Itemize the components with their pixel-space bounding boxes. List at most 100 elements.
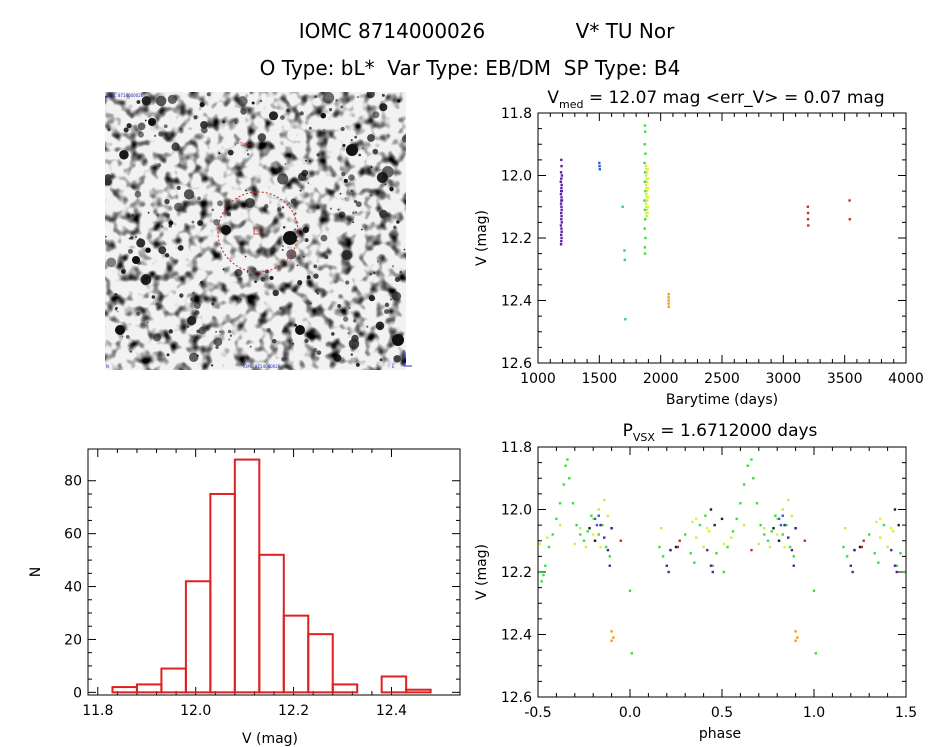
histogram-ytick-label: 60 xyxy=(64,527,82,543)
finder-star xyxy=(179,128,182,130)
phased-xtick-label: 1.0 xyxy=(803,705,825,721)
lightcurve-point xyxy=(643,124,647,127)
finder-star xyxy=(376,260,379,263)
lightcurve-point xyxy=(560,183,563,187)
histogram-ytick-label: 20 xyxy=(64,632,82,648)
finder-star xyxy=(366,325,369,328)
phased-point xyxy=(772,527,775,530)
histogram-frame xyxy=(87,448,461,696)
finder-star xyxy=(227,329,232,334)
lightcurve-point xyxy=(560,174,564,177)
lightcurve-point xyxy=(623,249,626,252)
finder-star xyxy=(340,171,346,177)
finder-star xyxy=(145,247,151,253)
lightcurve-point xyxy=(644,211,648,215)
finder-star xyxy=(234,268,243,277)
finder-star xyxy=(352,221,355,224)
finder-star xyxy=(127,248,134,254)
phased-point xyxy=(715,552,718,555)
lightcurve-point xyxy=(646,205,650,208)
finder-star xyxy=(345,179,347,181)
finder-star xyxy=(217,200,224,207)
phased-title-rest: = 1.6712000 days xyxy=(655,421,818,441)
lightcurve-point xyxy=(560,196,563,199)
lightcurve-point xyxy=(559,224,563,227)
finder-star xyxy=(355,211,358,214)
lightcurve-point xyxy=(643,171,647,174)
lightcurve-point xyxy=(560,221,563,224)
finder-star xyxy=(200,280,204,284)
phased-point xyxy=(544,564,547,567)
header-object-id: IOMC 8714000026 xyxy=(299,19,485,43)
finder-star xyxy=(244,197,255,208)
finder-star xyxy=(173,202,183,212)
phased-point xyxy=(781,533,784,536)
finder-star xyxy=(350,138,353,142)
finder-star xyxy=(272,338,277,344)
finder-star xyxy=(308,160,312,163)
finder-star xyxy=(353,319,357,323)
phased-point xyxy=(851,570,854,574)
phased-point xyxy=(842,545,845,549)
phased-point xyxy=(660,527,663,530)
lightcurve-point xyxy=(645,214,648,218)
phased-point xyxy=(665,564,668,567)
lightcurve-point xyxy=(560,158,563,162)
phased-point xyxy=(895,570,898,574)
phased-title-prefix: P xyxy=(623,421,633,441)
lightcurve-points xyxy=(559,124,852,321)
finder-star xyxy=(313,347,318,352)
lightcurve-point xyxy=(559,233,563,237)
phased-point xyxy=(667,570,670,574)
histogram-xlabel: V (mag) xyxy=(242,731,298,747)
lightcurve-point xyxy=(560,227,563,230)
finder-star xyxy=(381,93,385,97)
finder-star xyxy=(163,124,168,129)
finder-star xyxy=(340,105,344,109)
lightcurve-xtick-label: 4000 xyxy=(888,371,924,387)
lightcurve-point xyxy=(621,205,624,208)
lightcurve-ytick-label: 12.4 xyxy=(501,294,532,310)
phased-point xyxy=(628,589,632,592)
finder-star xyxy=(389,186,394,192)
phased-ticks: -0.5 0.0 0.5 1.0 1.5 11.8 12.0 12.2 12.4 12.6 xyxy=(501,440,917,721)
finder-star xyxy=(138,237,142,241)
finder-star xyxy=(369,272,373,276)
phased-point xyxy=(781,508,784,511)
target-circle-icon xyxy=(217,191,299,273)
phased-point xyxy=(689,552,692,555)
lightcurve-xtick-label: 3000 xyxy=(766,371,802,387)
phased-point xyxy=(792,555,795,558)
finder-star xyxy=(140,323,143,325)
finder-bright-star xyxy=(221,225,231,235)
lightcurve-point xyxy=(560,199,564,202)
finder-star xyxy=(193,115,198,120)
phased-point xyxy=(787,498,790,502)
finder-bright-star xyxy=(148,118,156,126)
phased-point xyxy=(787,536,790,539)
phased-point xyxy=(604,545,608,549)
finder-star xyxy=(379,358,383,362)
finder-star xyxy=(144,119,147,122)
finder-star xyxy=(121,335,124,338)
finder-star xyxy=(244,255,247,258)
phased-point xyxy=(612,636,615,639)
lightcurve-point xyxy=(645,186,648,190)
finder-star xyxy=(379,103,388,112)
lightcurve-point xyxy=(643,199,646,202)
lightcurve-point xyxy=(643,208,647,212)
phased-point xyxy=(597,508,600,511)
lightcurve-ytick-label: 11.8 xyxy=(501,106,532,122)
histogram-bar xyxy=(160,667,187,694)
finder-star xyxy=(246,270,249,273)
phased-point xyxy=(873,552,876,555)
finder-star xyxy=(215,345,219,349)
lightcurve-point xyxy=(643,143,646,146)
finder-star xyxy=(341,249,352,261)
phased-point xyxy=(610,527,613,530)
phased-point xyxy=(763,527,766,530)
lightcurve-point xyxy=(643,246,647,249)
phased-point xyxy=(875,520,878,524)
lightcurve-point xyxy=(645,168,648,171)
lightcurve-point xyxy=(645,171,649,174)
